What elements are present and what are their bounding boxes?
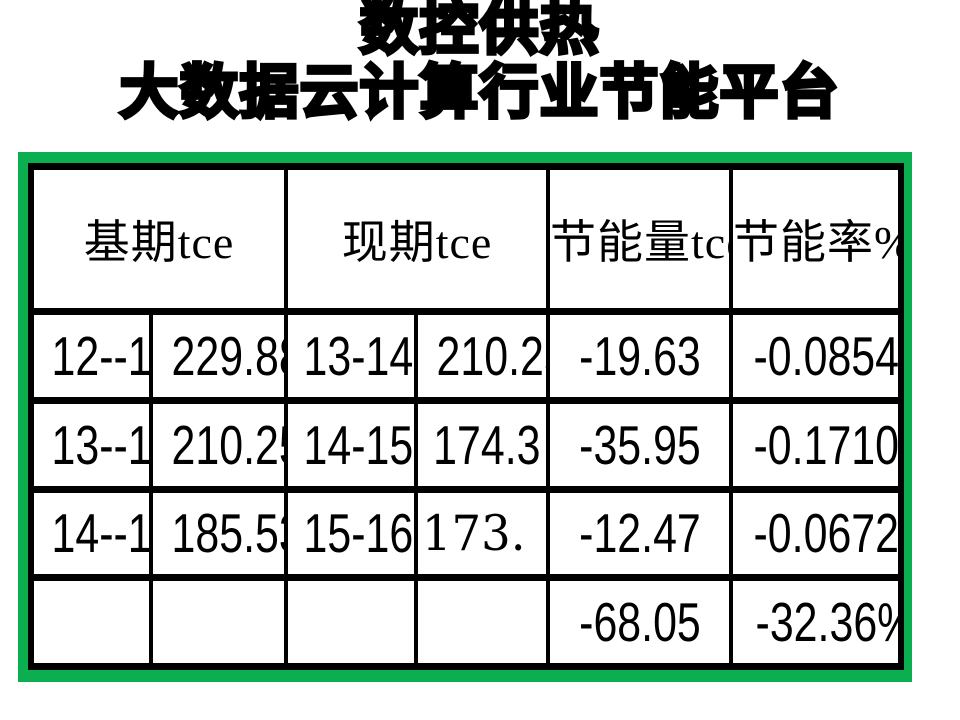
cell-value: -35.95: [578, 413, 701, 476]
table-cell: 14-15: [284, 396, 418, 493]
cell-value: 15-16: [303, 502, 414, 565]
header-cell-savings-rate: 节能率%: [729, 163, 903, 315]
cell-value: -12.47: [578, 502, 701, 565]
header-cell-savings-amount: 节能量tce: [546, 163, 733, 315]
table-cell: [284, 574, 418, 670]
header-label: 节能量tce: [550, 217, 731, 268]
cell-value: 210.25: [171, 413, 282, 476]
title-line-1: 数控供热: [358, 0, 600, 62]
table-row: 14--15 185.53 15-16 173. 1 -12.47 -0.067…: [29, 485, 903, 582]
table-cell: -68.05: [546, 574, 733, 670]
table-cell: 13-14: [284, 308, 418, 404]
slide-title: 数控供热 大数据云计算行业节能平台: [0, 0, 960, 126]
header-label: 现期tce: [341, 217, 493, 268]
table-frame: 基期tce 现期tce 节能量tce 节能率%: [18, 152, 912, 682]
cell-value: 12--13: [51, 324, 151, 387]
table-cell: 229.88: [149, 308, 288, 404]
table-cell: -0.0854: [729, 308, 903, 404]
title-line-2: 大数据云计算行业节能平台: [118, 58, 840, 126]
cell-value: 14-15: [303, 413, 414, 476]
cell-value: 174.3: [433, 413, 541, 476]
cell-value: -0.0672: [753, 502, 900, 565]
cell-value: -0.1710: [753, 413, 900, 476]
table-cell: -35.95: [546, 396, 733, 493]
energy-savings-table: 基期tce 现期tce 节能量tce 节能率%: [28, 163, 904, 670]
cell-value: 173. 1: [421, 504, 544, 562]
cell-value: -32.36%: [755, 591, 901, 654]
header-label: 节能率%: [733, 217, 901, 268]
table-cell: 174.3: [414, 396, 550, 493]
table-row: 12--13 229.88 13-14 210.25 -19.63 -0.085…: [29, 308, 903, 404]
cell-value: -68.05: [578, 591, 701, 654]
table-cell: -0.1710: [729, 396, 903, 493]
table-row-totals: -68.05 -32.36%: [29, 574, 903, 670]
cell-value: 185.53: [171, 502, 282, 565]
cell-value: -19.63: [578, 324, 701, 387]
table-row: 13--14 210.25 14-15 174.3 -35.95 -0.1710: [29, 396, 903, 493]
table-cell: 15-16: [284, 485, 418, 582]
header-label: 基期tce: [83, 217, 235, 268]
table-cell: [414, 574, 550, 670]
table-cell: -12.47: [546, 485, 733, 582]
cell-value: 210.25: [436, 324, 544, 387]
table-wrap: 基期tce 现期tce 节能量tce 节能率%: [28, 163, 904, 670]
table-cell: -19.63: [546, 308, 733, 404]
table-cell: 185.53: [149, 485, 288, 582]
table-cell: 14--15: [29, 485, 153, 582]
table-cell: [29, 574, 153, 670]
header-cell-current-period: 现期tce: [284, 163, 550, 315]
cell-value: 13--14: [51, 413, 151, 476]
cell-value: -0.0854: [753, 324, 900, 387]
table-cell: [149, 574, 288, 670]
table-cell: -0.0672: [729, 485, 903, 582]
table-cell: 210.25: [149, 396, 288, 493]
cell-value: 13-14: [303, 324, 414, 387]
table-cell: 12--13: [29, 308, 153, 404]
cell-value: 14--15: [51, 502, 151, 565]
table-cell: -32.36%: [729, 574, 903, 670]
cell-value: 229.88: [171, 324, 282, 387]
table-cell: 173. 1: [414, 485, 550, 582]
header-cell-base-period: 基期tce: [29, 163, 288, 315]
table-cell: 13--14: [29, 396, 153, 493]
table-cell: 210.25: [414, 308, 550, 404]
header-row: 基期tce 现期tce 节能量tce 节能率%: [29, 163, 903, 315]
